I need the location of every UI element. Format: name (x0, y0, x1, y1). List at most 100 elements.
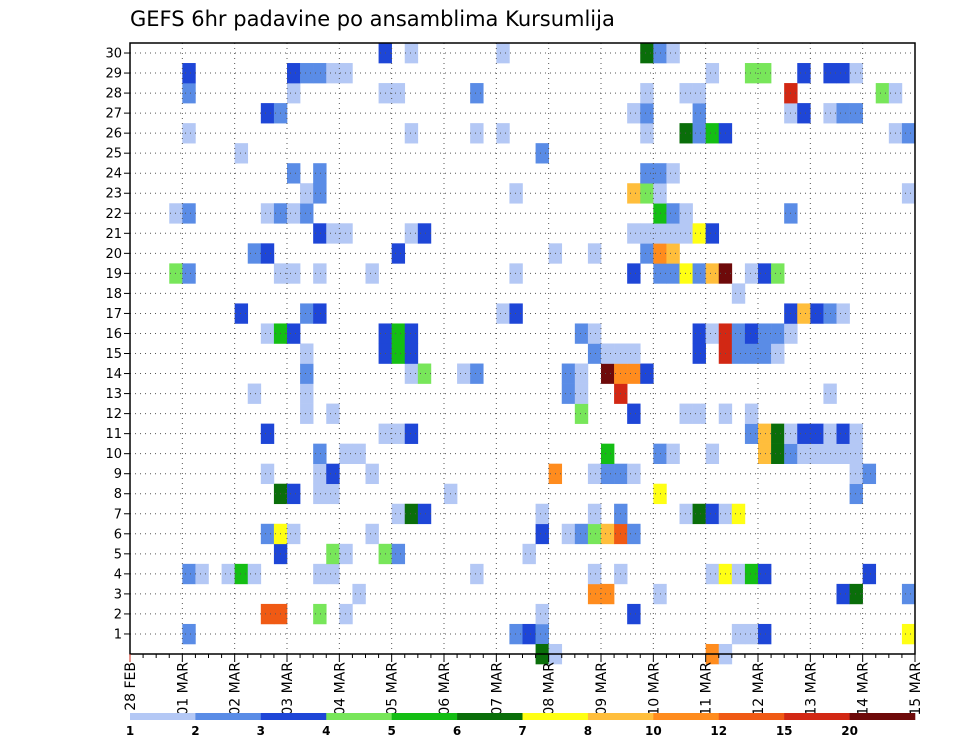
y-axis: 1234567891011121314151617181920212223242… (105, 47, 130, 642)
heatmap-cell (666, 263, 680, 284)
heatmap-cell (470, 123, 484, 144)
heatmap-cell (247, 243, 262, 264)
y-tick-label: 4 (114, 567, 122, 582)
heatmap-cell (601, 463, 615, 485)
heatmap-cell (744, 343, 759, 364)
heatmap-cell (797, 303, 811, 324)
heatmap-cell (300, 343, 314, 364)
x-tick-label: 08 MAR (542, 662, 558, 716)
heatmap-cell (300, 183, 314, 204)
heatmap-cell (300, 303, 314, 324)
x-tick-label: 07 MAR (489, 662, 505, 716)
heatmap-cell (326, 403, 340, 424)
x-tick-label: 01 MAR (175, 662, 191, 716)
heatmap-cell (182, 563, 196, 585)
heatmap-cell (404, 223, 419, 244)
y-tick-label: 5 (114, 547, 122, 562)
x-tick-label: 12 MAR (751, 662, 767, 716)
heatmap-cell (849, 463, 863, 485)
x-tick-label: 06 MAR (437, 662, 453, 716)
heatmap-cell (731, 323, 746, 344)
heatmap-cell (627, 343, 641, 364)
heatmap-cell (260, 323, 275, 344)
heatmap-cell (771, 443, 785, 464)
colorbar-label: 2 (191, 724, 199, 738)
heatmap-cell (875, 83, 890, 104)
heatmap-cell (705, 223, 720, 244)
heatmap-cell (587, 323, 602, 344)
colorbar-swatch (260, 713, 327, 720)
heatmap-cell (391, 323, 406, 344)
heatmap-cell (627, 183, 641, 204)
colorbar-swatch (391, 713, 458, 720)
y-tick-label: 30 (105, 47, 122, 62)
heatmap-cell (234, 303, 249, 324)
colorbar-label: 7 (518, 724, 526, 738)
x-tick-label: 14 MAR (856, 662, 872, 716)
x-tick-label: 03 MAR (280, 662, 296, 716)
heatmap-cell (313, 263, 327, 284)
heatmap-cell (470, 83, 484, 104)
colorbar-swatch (326, 713, 392, 720)
heatmap-cell (849, 443, 863, 464)
heatmap-cell (313, 603, 327, 625)
heatmap-cell (300, 383, 314, 404)
heatmap-cell (404, 503, 419, 525)
heatmap-cell (313, 463, 327, 485)
heatmap-cell (287, 63, 301, 84)
heatmap-cell (313, 223, 327, 244)
heatmap-cell (640, 83, 654, 104)
heatmap-cell (666, 43, 680, 64)
heatmap-cell (391, 503, 406, 525)
heatmap-cell (640, 223, 654, 244)
y-tick-label: 20 (105, 247, 122, 262)
heatmap-cell (404, 343, 419, 364)
heatmap-cell (679, 403, 693, 424)
heatmap-cell (758, 263, 772, 284)
heatmap-cell (692, 343, 706, 364)
heatmap-cell (679, 123, 693, 144)
heatmap-cell (326, 63, 340, 84)
heatmap-cell (339, 223, 353, 244)
heatmap-cell (234, 143, 249, 164)
y-tick-label: 12 (105, 407, 122, 422)
heatmap-cell (404, 123, 419, 144)
x-tick-label: 11 MAR (699, 662, 715, 716)
heatmap-cell (535, 143, 549, 164)
heatmap-cell (587, 243, 602, 264)
heatmap-cell (771, 323, 785, 344)
chart-title: GEFS 6hr padavine po ansamblima Kursumli… (130, 7, 615, 31)
heatmap-cell (627, 363, 641, 384)
colorbar-swatch (849, 713, 916, 720)
x-tick-label: 05 MAR (385, 662, 401, 716)
heatmap-cell (339, 63, 353, 84)
heatmap-cell (640, 163, 654, 184)
x-tick-label: 10 MAR (646, 662, 662, 716)
heatmap-cell (365, 523, 379, 545)
heatmap-cell (601, 523, 615, 545)
colorbar: 1 2 3 4 5 6 7 8 10 12 15 20 (126, 713, 916, 738)
heatmap-cell (587, 523, 602, 545)
y-tick-label: 19 (105, 267, 122, 282)
heatmap-cell (758, 563, 772, 585)
heatmap-cell (901, 123, 916, 144)
heatmap-cell (339, 603, 353, 625)
heatmap-cell (601, 343, 615, 364)
heatmap-cell (679, 503, 693, 525)
heatmap-cell (535, 623, 549, 645)
heatmap-cell (300, 63, 314, 84)
heatmap-cell (260, 463, 275, 485)
heatmap-cell (731, 343, 746, 364)
heatmap-cell (182, 63, 196, 84)
heatmap-cell (640, 43, 654, 64)
heatmap-cell (849, 423, 863, 444)
heatmap-cell (744, 423, 759, 444)
heatmap-cell (535, 523, 549, 545)
heatmap-cell (666, 163, 680, 184)
heatmap-cell (849, 103, 863, 124)
heatmap-cell (574, 523, 589, 545)
heatmap-cell (313, 303, 327, 324)
heatmap-cell (404, 43, 419, 64)
heatmap-cell (339, 443, 353, 464)
